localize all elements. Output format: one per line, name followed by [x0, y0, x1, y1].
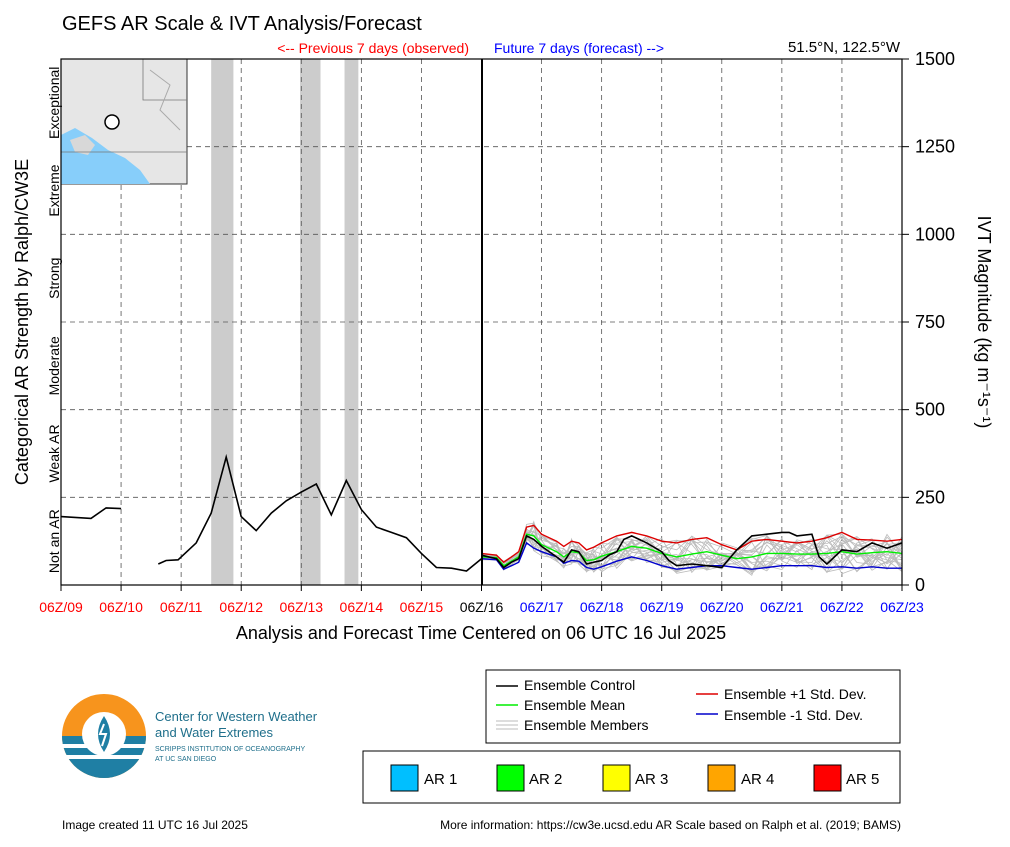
- ensemble-minus-sd-line: [481, 541, 902, 571]
- y-tick-label: 1500: [915, 49, 955, 69]
- x-tick-label: 06Z/23: [880, 599, 924, 615]
- grid-lines: [61, 59, 902, 585]
- y-tick-label: 250: [915, 487, 945, 507]
- ensemble-plus-sd-line: [481, 524, 903, 564]
- ar3-label: AR 3: [635, 771, 668, 788]
- x-tick-label: 06Z/18: [580, 599, 624, 615]
- y-tick-label: 750: [915, 312, 945, 332]
- y-tick-label: 1000: [915, 224, 955, 244]
- ar-period-1: [300, 59, 321, 585]
- category-label: Not an AR: [46, 509, 62, 573]
- observed-ivt-line: [157, 453, 483, 572]
- ar-category-labels: Not an AR Weak AR Moderate Strong Extreme Exc…: [46, 67, 62, 574]
- category-label: Extreme: [46, 164, 62, 216]
- x-tick-label: 06Z/15: [400, 599, 444, 615]
- x-tick-label: 06Z/17: [520, 599, 564, 615]
- ar-scale-legend: AR 1 AR 2 AR 3 AR 4 AR 5: [362, 750, 901, 804]
- right-axis-label-text: IVT Magnitude (kg m⁻¹s⁻¹): [974, 216, 994, 429]
- ar1-swatch: [390, 764, 419, 792]
- x-tick-label: 06Z/11: [160, 599, 203, 615]
- cw3e-logo: Center for Western Weather and Water Ext…: [62, 694, 318, 778]
- previous-period-label: <-- Previous 7 days (observed): [277, 40, 469, 56]
- x-tick-label: 06Z/16: [460, 599, 504, 615]
- location-marker: [104, 114, 120, 130]
- legend-members: Ensemble Members: [524, 717, 649, 733]
- x-tick-label: 06Z/21: [760, 599, 804, 615]
- x-tick-label: 06Z/13: [279, 599, 323, 615]
- footer-created: Image created 11 UTC 16 Jul 2025: [62, 818, 248, 832]
- x-tick-label: 06Z/14: [340, 599, 384, 615]
- ar5-label: AR 5: [846, 771, 879, 788]
- legend-mean: Ensemble Mean: [524, 697, 625, 713]
- ar5-swatch: [813, 764, 842, 792]
- right-axis-label: IVT Magnitude (kg m⁻¹s⁻¹): [974, 216, 994, 429]
- legend-plus-sd: Ensemble +1 Std. Dev.: [724, 686, 867, 702]
- location-label: 51.5°N, 122.5°W: [788, 39, 901, 56]
- legend-minus-sd: Ensemble -1 Std. Dev.: [724, 707, 863, 723]
- ar4-label: AR 4: [741, 771, 774, 788]
- category-label: Weak AR: [46, 424, 62, 482]
- ensemble-control-line: [481, 531, 903, 569]
- category-label: Strong: [46, 258, 62, 299]
- observed-ivt-lines: [60, 453, 483, 572]
- ar-period-shading: [211, 59, 359, 585]
- x-tick-label: 06Z/20: [700, 599, 744, 615]
- x-axis-label: Analysis and Forecast Time Centered on 0…: [236, 623, 726, 643]
- ensemble-series: [481, 524, 903, 571]
- ensemble-member-line: [481, 529, 903, 572]
- logo-line4: AT UC SAN DIEGO: [155, 756, 217, 763]
- logo-line3: SCRIPPS INSTITUTION OF OCEANOGRAPHY: [155, 746, 305, 753]
- left-axis-label: Categorical AR Strength by Ralph/CW3E: [12, 159, 32, 485]
- ar3-swatch: [602, 764, 631, 792]
- ar2-swatch: [496, 764, 525, 792]
- x-tick-label: 06Z/09: [39, 599, 83, 615]
- x-tick-label: 06Z/19: [640, 599, 684, 615]
- y-tick-label: 500: [915, 400, 945, 420]
- category-label: Moderate: [46, 336, 62, 395]
- x-axis-ticks: 06Z/09 06Z/10 06Z/11 06Z/12 06Z/13 06Z/14 06Z/…: [39, 585, 924, 615]
- ar4-swatch: [707, 764, 736, 792]
- legend-control: Ensemble Control: [524, 677, 635, 693]
- category-label: Exceptional: [46, 67, 62, 139]
- footer-info: More information: https://cw3e.ucsd.edu …: [440, 818, 901, 832]
- logo-line1: Center for Western Weather: [155, 709, 318, 724]
- ar1-label: AR 1: [424, 771, 457, 788]
- y-tick-label: 1250: [915, 137, 955, 157]
- ar-period-0: [211, 59, 234, 585]
- observed-ivt-line: [60, 507, 122, 520]
- ar2-label: AR 2: [529, 771, 562, 788]
- ensemble-member-line: [481, 524, 903, 573]
- ensemble-member-line: [481, 520, 903, 573]
- logo-line2: and Water Extremes: [155, 725, 274, 740]
- ensemble-mean-line: [481, 533, 903, 567]
- x-tick-label: 06Z/10: [99, 599, 143, 615]
- x-tick-label: 06Z/12: [219, 599, 263, 615]
- future-period-label: Future 7 days (forecast) -->: [494, 40, 664, 56]
- location-inset-map: [60, 58, 188, 185]
- chart-title: GEFS AR Scale & IVT Analysis/Forecast: [62, 13, 422, 35]
- right-axis-ticks: 0 250 500 750 1000 1250 1500: [902, 49, 955, 595]
- y-tick-label: 0: [915, 575, 925, 595]
- series-legend: Ensemble Control Ensemble Mean Ensemble …: [485, 669, 901, 744]
- x-tick-label: 06Z/22: [820, 599, 864, 615]
